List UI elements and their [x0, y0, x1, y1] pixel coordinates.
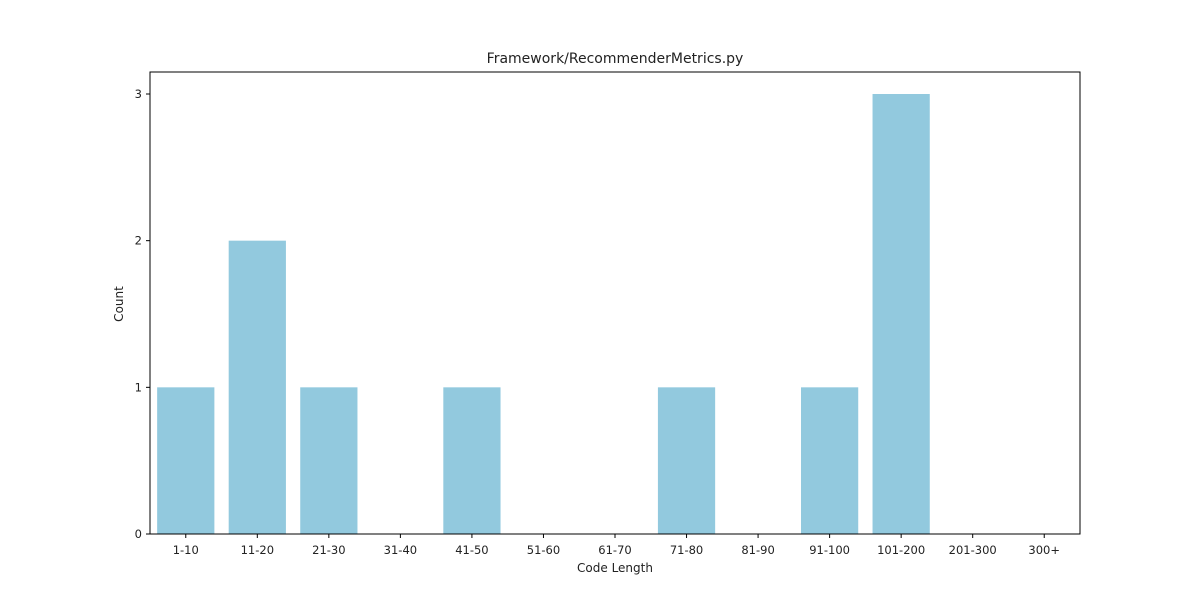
- bar-21-30: [300, 387, 358, 534]
- x-tick-label: 61-70: [598, 543, 631, 557]
- bar-1-10: [157, 387, 215, 534]
- x-tick-label: 21-30: [312, 543, 345, 557]
- x-tick-label: 41-50: [455, 543, 488, 557]
- x-tick-label: 51-60: [527, 543, 560, 557]
- y-axis-label: Count: [112, 286, 126, 322]
- bar-101-200: [872, 94, 930, 534]
- x-tick-label: 11-20: [241, 543, 274, 557]
- y-tick-label: 0: [135, 527, 142, 541]
- y-tick-label: 3: [135, 87, 142, 101]
- x-tick-label: 300+: [1028, 543, 1060, 557]
- x-tick-label: 81-90: [741, 543, 774, 557]
- y-tick-label: 2: [135, 234, 142, 248]
- y-tick-label: 1: [135, 380, 142, 394]
- bar-11-20: [228, 240, 286, 535]
- bar-91-100: [801, 387, 859, 534]
- x-axis-label: Code Length: [577, 561, 653, 575]
- x-tick-label: 1-10: [173, 543, 199, 557]
- x-tick-label: 31-40: [384, 543, 417, 557]
- x-tick-label: 101-200: [877, 543, 925, 557]
- x-tick-label: 201-300: [949, 543, 997, 557]
- bar-41-50: [443, 387, 501, 534]
- x-axis-ticks: 1-10 11-20 21-30 31-40 41-50 51-60 61-70 71-80 8…: [173, 534, 1060, 557]
- plot-frame: [149, 71, 1081, 535]
- x-tick-label: 71-80: [670, 543, 703, 557]
- x-tick-label: 91-100: [809, 543, 850, 557]
- bars-group: [157, 94, 930, 535]
- bar-71-80: [657, 387, 716, 534]
- y-axis-ticks: 0 1 2 3: [135, 87, 150, 541]
- chart-title: Framework/RecommenderMetrics.py: [487, 51, 744, 67]
